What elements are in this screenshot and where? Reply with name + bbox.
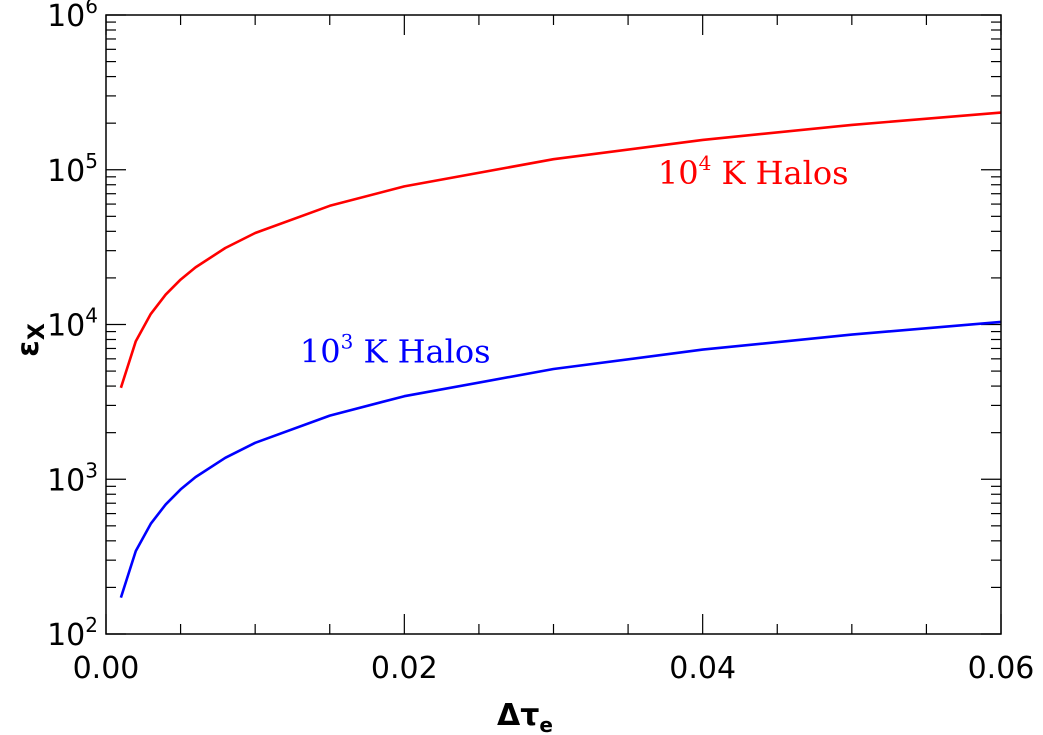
series-lines bbox=[119, 111, 1002, 598]
series-label-text: K Halos bbox=[353, 332, 490, 370]
y-axis-title: εX bbox=[11, 323, 50, 357]
y-tick-label: 104 bbox=[47, 304, 98, 344]
y-tick-label: 102 bbox=[47, 613, 98, 653]
plot-frame bbox=[105, 14, 1002, 635]
series-line-1 bbox=[119, 111, 1002, 389]
x-tick-label: 0.00 bbox=[73, 651, 140, 686]
y-tick-exponent: 3 bbox=[85, 458, 98, 482]
series-label-base: 10 bbox=[300, 332, 341, 370]
x-tick-label: 0.06 bbox=[968, 651, 1035, 686]
series-label-2: 103 K Halos bbox=[300, 329, 491, 370]
y-tick-base: 10 bbox=[47, 0, 85, 34]
x-axis-title: Δτe bbox=[497, 698, 553, 735]
series-label-exponent: 4 bbox=[699, 151, 712, 175]
y-tick-label: 103 bbox=[47, 458, 98, 498]
series-line-2 bbox=[119, 320, 1002, 598]
y-tick-label: 106 bbox=[47, 0, 98, 34]
x-axis-title-subscript: e bbox=[539, 713, 553, 735]
y-tick-base: 10 bbox=[47, 618, 85, 653]
minor-ticks bbox=[106, 15, 1001, 634]
y-axis-title-subscript: X bbox=[25, 323, 50, 340]
y-tick-exponent: 4 bbox=[85, 304, 98, 328]
y-tick-label: 105 bbox=[47, 149, 98, 189]
y-tick-exponent: 2 bbox=[85, 613, 98, 637]
y-tick-base: 10 bbox=[47, 309, 85, 344]
y-tick-base: 10 bbox=[47, 154, 85, 189]
x-tick-label: 0.04 bbox=[669, 651, 736, 686]
y-tick-base: 10 bbox=[47, 463, 85, 498]
series-label-1: 104 K Halos bbox=[658, 151, 849, 192]
series-label-text: K Halos bbox=[711, 154, 848, 192]
y-tick-exponent: 5 bbox=[85, 149, 98, 173]
x-tick-label: 0.02 bbox=[371, 651, 438, 686]
series-label-base: 10 bbox=[658, 154, 699, 192]
x-tick-labels: 0.00 0.02 0.04 0.06 bbox=[73, 651, 1035, 686]
major-ticks bbox=[105, 14, 1002, 635]
x-axis-title-main: Δτ bbox=[497, 698, 539, 733]
y-axis-title-main: ε bbox=[11, 340, 46, 357]
y-tick-exponent: 6 bbox=[85, 0, 98, 18]
series-label-exponent: 3 bbox=[341, 329, 354, 353]
